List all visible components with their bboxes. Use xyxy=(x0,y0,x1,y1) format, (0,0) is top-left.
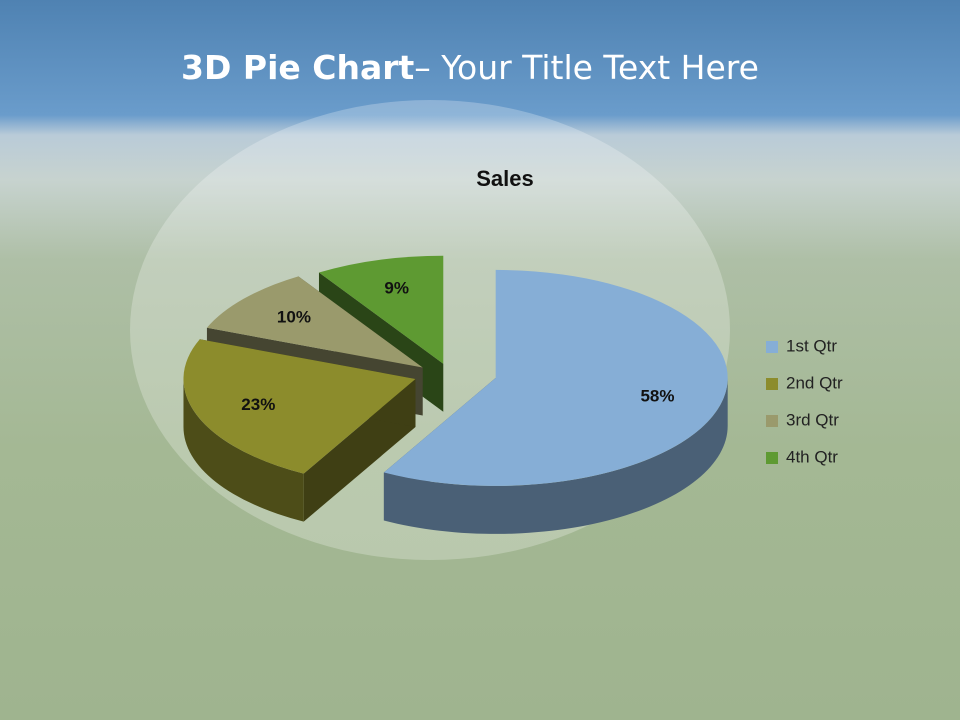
chart-title: Sales xyxy=(476,166,534,191)
legend-label: 4th Qtr xyxy=(786,447,838,466)
slice-top xyxy=(206,276,423,368)
slice-side xyxy=(183,378,304,522)
data-label: 58% xyxy=(640,387,674,406)
data-label: 10% xyxy=(277,307,311,326)
title-bold: 3D Pie Chart xyxy=(181,48,415,87)
slide-title: 3D Pie Chart– Your Title Text Here xyxy=(0,48,940,87)
title-rest: – Your Title Text Here xyxy=(414,48,759,87)
legend-label: 1st Qtr xyxy=(786,336,837,355)
data-label: 23% xyxy=(241,395,275,414)
slice-side xyxy=(383,377,728,534)
legend-label: 3rd Qtr xyxy=(786,410,839,429)
pie-slice: 23% xyxy=(183,339,416,522)
slice-top xyxy=(318,255,444,364)
legend-swatch xyxy=(766,341,778,353)
legend-swatch xyxy=(766,378,778,390)
legend-swatch xyxy=(766,452,778,464)
slice-top xyxy=(183,339,416,474)
data-label: 9% xyxy=(384,279,409,298)
legend-swatch xyxy=(766,415,778,427)
slice-top xyxy=(383,269,728,486)
pie-slice: 58% xyxy=(383,269,728,534)
legend-label: 2nd Qtr xyxy=(786,373,843,392)
